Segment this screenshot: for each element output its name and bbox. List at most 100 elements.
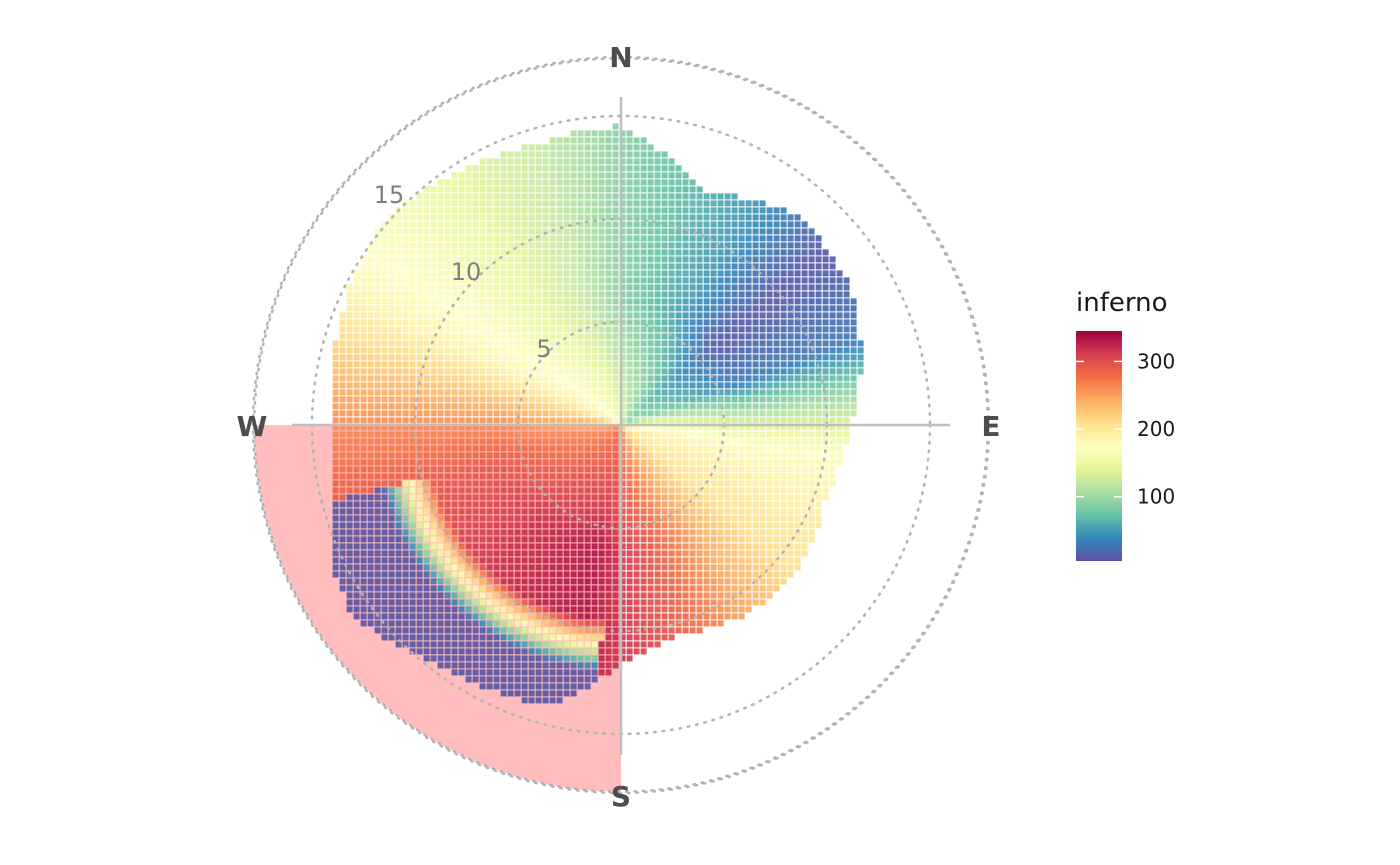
heat-cell <box>409 438 416 445</box>
heat-cell <box>647 291 654 298</box>
heat-cell <box>528 368 535 375</box>
heat-cell <box>542 683 549 690</box>
heat-cell <box>654 361 661 368</box>
heat-cell <box>507 424 514 431</box>
heat-cell <box>626 172 633 179</box>
heat-cell <box>507 410 514 417</box>
heat-cell <box>773 466 780 473</box>
heat-cell <box>514 200 521 207</box>
heat-cell <box>598 158 605 165</box>
heat-cell <box>493 662 500 669</box>
heat-cell <box>605 613 612 620</box>
heat-cell <box>563 403 570 410</box>
heat-cell <box>430 592 437 599</box>
heat-cell <box>745 403 752 410</box>
heat-cell <box>738 410 745 417</box>
heat-cell <box>696 536 703 543</box>
heat-cell <box>563 515 570 522</box>
heat-cell <box>451 557 458 564</box>
heat-cell <box>451 333 458 340</box>
heat-cell <box>388 333 395 340</box>
heat-cell <box>584 382 591 389</box>
heat-cell <box>745 340 752 347</box>
heat-cell <box>353 396 360 403</box>
heat-cell <box>395 417 402 424</box>
heat-cell <box>388 480 395 487</box>
heat-cell <box>416 368 423 375</box>
heat-cell <box>458 235 465 242</box>
heat-cell <box>682 361 689 368</box>
heat-cell <box>780 466 787 473</box>
heat-cell <box>598 557 605 564</box>
heat-cell <box>773 270 780 277</box>
heat-cell <box>486 207 493 214</box>
heat-cell <box>381 319 388 326</box>
heat-cell <box>605 543 612 550</box>
heat-cell <box>766 361 773 368</box>
heat-cell <box>661 368 668 375</box>
heat-cell <box>542 368 549 375</box>
heat-cell <box>696 438 703 445</box>
heat-cell <box>367 578 374 585</box>
heat-cell <box>577 200 584 207</box>
heat-cell <box>745 263 752 270</box>
heat-cell <box>514 228 521 235</box>
heat-cell <box>759 242 766 249</box>
heat-cell <box>472 585 479 592</box>
heat-cell <box>801 263 808 270</box>
heat-cell <box>346 606 353 613</box>
heat-cell <box>759 473 766 480</box>
heat-cell <box>598 263 605 270</box>
heat-cell <box>381 291 388 298</box>
heat-cell <box>829 403 836 410</box>
heat-cell <box>346 312 353 319</box>
heat-cell <box>451 361 458 368</box>
heat-cell <box>479 494 486 501</box>
heat-cell <box>745 361 752 368</box>
heat-cell <box>437 634 444 641</box>
heat-cell <box>612 655 619 662</box>
heat-cell <box>619 368 626 375</box>
heat-cell <box>724 564 731 571</box>
heat-cell <box>563 263 570 270</box>
heat-cell <box>458 648 465 655</box>
heat-cell <box>654 284 661 291</box>
heat-cell <box>549 669 556 676</box>
heat-cell <box>668 550 675 557</box>
heat-cell <box>430 480 437 487</box>
heat-cell <box>563 319 570 326</box>
heat-cell <box>647 326 654 333</box>
heat-cell <box>423 508 430 515</box>
heat-cell <box>374 277 381 284</box>
heat-cell <box>423 571 430 578</box>
heat-cell <box>759 452 766 459</box>
heat-cell <box>605 242 612 249</box>
heat-cell <box>668 480 675 487</box>
heat-cell <box>570 179 577 186</box>
heat-cell <box>360 494 367 501</box>
heat-cell <box>479 417 486 424</box>
heat-cell <box>416 501 423 508</box>
heat-cell <box>773 389 780 396</box>
heat-cell <box>346 459 353 466</box>
heat-cell <box>633 396 640 403</box>
heat-cell <box>395 431 402 438</box>
heat-cell <box>710 557 717 564</box>
heat-cell <box>717 508 724 515</box>
heat-cell <box>507 396 514 403</box>
heat-cell <box>787 396 794 403</box>
heat-cell <box>612 480 619 487</box>
heat-cell <box>598 368 605 375</box>
heat-cell <box>773 361 780 368</box>
heat-cell <box>542 697 549 704</box>
heat-cell <box>794 564 801 571</box>
heat-cell <box>549 578 556 585</box>
heat-cell <box>472 333 479 340</box>
heat-cell <box>416 235 423 242</box>
heat-cell <box>458 242 465 249</box>
heat-cell <box>752 249 759 256</box>
heat-cell <box>409 424 416 431</box>
heat-cell <box>458 326 465 333</box>
heat-cell <box>437 613 444 620</box>
heat-cell <box>563 277 570 284</box>
